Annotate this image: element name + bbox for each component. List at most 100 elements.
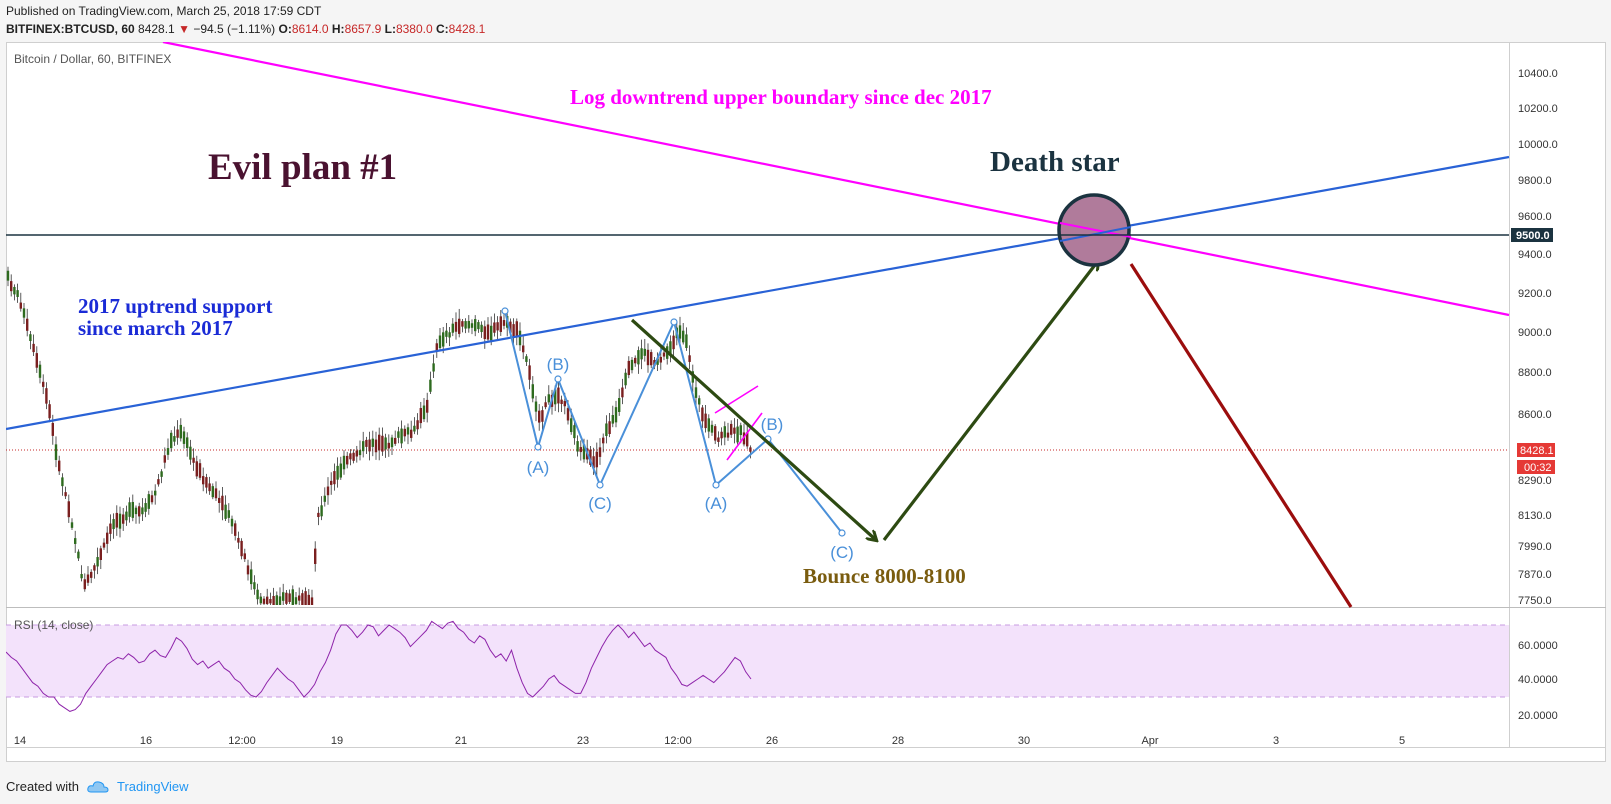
candle-body — [381, 435, 384, 452]
candle-body — [227, 510, 230, 518]
candle-body — [333, 471, 336, 485]
candle-body — [682, 330, 685, 343]
price-tick: 8130.0 — [1518, 510, 1552, 522]
price-tick: 7990.0 — [1518, 541, 1552, 553]
candle-body — [269, 599, 272, 604]
candle-body — [112, 519, 115, 530]
candle-body — [250, 569, 253, 585]
candle-body — [614, 407, 618, 423]
candle-body — [602, 437, 605, 444]
candle-body — [669, 341, 672, 355]
last-price-badge — [1517, 443, 1555, 457]
candle-body — [163, 455, 166, 463]
candle-body — [723, 426, 726, 438]
candle-body — [342, 455, 346, 470]
candle-body — [554, 389, 557, 405]
wave-node — [670, 318, 678, 326]
crash-line — [1129, 263, 1353, 608]
candle-body — [310, 597, 314, 605]
chart-panel[interactable]: RSI (14, close) 60.0000 40.0000 20.0000 … — [5, 40, 1606, 762]
rsi-band — [6, 625, 1509, 697]
candle-body — [659, 356, 662, 363]
candle-body — [480, 324, 483, 333]
high-value: 8657.9 — [344, 22, 382, 36]
candle-body — [422, 405, 426, 420]
candle-body — [128, 502, 131, 517]
price-tick: 9800.0 — [1518, 175, 1552, 187]
candle-body — [291, 589, 294, 605]
candle-body — [166, 448, 170, 455]
candle-body — [416, 420, 419, 430]
created-with-label: Created with — [6, 779, 79, 794]
tradingview-link[interactable]: TradingView — [116, 779, 189, 794]
candle-body — [352, 452, 355, 461]
candle-body — [234, 523, 237, 536]
candle-body — [621, 387, 624, 398]
last-price: 8428.1 — [138, 22, 175, 36]
chart-title: Bitcoin / Dollar, 60, BITFINEX — [14, 52, 171, 66]
candle-body — [22, 308, 26, 318]
candle-body — [160, 471, 163, 477]
uptrend-label-line1: 2017 uptrend support — [78, 294, 273, 318]
candle-body — [704, 413, 707, 429]
price-tick: 8800.0 — [1518, 367, 1552, 379]
candle-body — [48, 404, 51, 419]
wave-label: (A) — [527, 458, 550, 477]
wave-label: (C) — [588, 494, 612, 513]
candle-body — [19, 302, 22, 309]
candle-body — [419, 408, 422, 424]
candle-body — [6, 270, 10, 281]
time-tick: 19 — [331, 735, 343, 747]
candle-body — [477, 322, 480, 330]
candle-body — [483, 326, 486, 340]
candle-body — [438, 335, 442, 349]
price-tick: 10200.0 — [1518, 103, 1558, 115]
candle-body — [730, 423, 733, 435]
candle-body — [400, 428, 403, 444]
wave-node — [554, 375, 562, 383]
candle-body — [275, 595, 278, 605]
candle-body — [490, 325, 493, 341]
log-downtrend-label: Log downtrend upper boundary since dec 2… — [570, 85, 992, 109]
wave-node — [596, 481, 604, 489]
candle-body — [45, 388, 48, 404]
candle-body — [144, 503, 147, 512]
candle-body — [176, 429, 179, 438]
candle-body — [240, 540, 243, 557]
open-value: 8614.0 — [291, 22, 329, 36]
candle-body — [346, 455, 349, 465]
candle-body — [86, 574, 90, 583]
candle-body — [406, 427, 410, 435]
price-chart[interactable]: RSI (14, close) 60.0000 40.0000 20.0000 … — [5, 40, 1606, 762]
candle-body — [630, 359, 634, 371]
candle-body — [618, 398, 621, 412]
candle-body — [202, 476, 205, 485]
candle-body — [435, 343, 438, 351]
candle-body — [349, 453, 352, 460]
candle-body — [298, 595, 301, 601]
candle-body — [454, 321, 458, 332]
wave-label: (B) — [547, 355, 570, 374]
chart-border — [6, 42, 1606, 762]
candle-body — [272, 595, 275, 605]
candle-body — [64, 492, 67, 497]
candle-body — [371, 438, 374, 447]
flag-upper-line — [714, 385, 759, 414]
candle-body — [134, 507, 138, 515]
candle-body — [515, 321, 518, 336]
candle-body — [611, 415, 614, 424]
candle-body — [685, 334, 688, 348]
candle-body — [710, 424, 714, 433]
price-tick: 9200.0 — [1518, 288, 1552, 300]
price-change: −94.5 (−1.11%) — [193, 22, 276, 36]
candle-body — [387, 442, 390, 449]
candle-body — [739, 425, 742, 436]
candle-body — [662, 352, 666, 357]
candle-body — [230, 518, 234, 527]
candle-body — [458, 318, 461, 334]
candle-body — [301, 593, 304, 605]
candle-body — [493, 322, 496, 333]
countdown-badge — [1517, 460, 1555, 474]
candle-body — [749, 447, 752, 452]
candle-body — [733, 427, 736, 434]
